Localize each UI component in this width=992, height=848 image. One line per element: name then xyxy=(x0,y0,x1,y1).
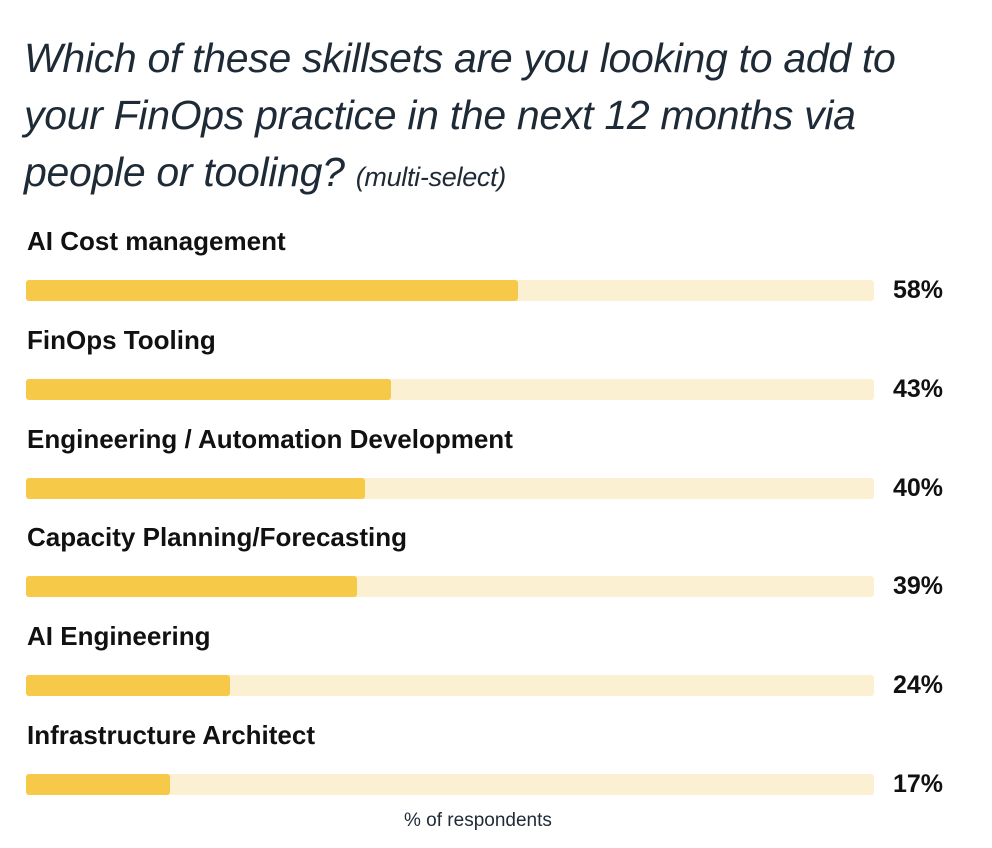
bar-value-label: 17% xyxy=(893,770,944,798)
bar-track xyxy=(26,774,874,795)
bar-value-label: 43% xyxy=(893,374,944,403)
bar xyxy=(26,675,230,697)
bar-track xyxy=(26,378,874,400)
bar-value-label: 40% xyxy=(893,473,944,502)
bar xyxy=(26,477,366,499)
x-axis-label: % of respondents xyxy=(404,810,552,831)
chart-title: Which of these skillsets are you looking… xyxy=(24,30,964,206)
bar-value-label: 58% xyxy=(893,276,944,304)
bar-track xyxy=(26,576,874,598)
bar-value-label: 39% xyxy=(893,572,944,601)
bar-label: FinOps Tooling xyxy=(27,324,216,355)
bar xyxy=(26,378,391,400)
bar-label: Infrastructure Architect xyxy=(27,720,315,750)
chart-subtitle: (multi-select) xyxy=(355,162,507,192)
bar xyxy=(26,576,357,598)
bar xyxy=(26,774,171,795)
bar-track xyxy=(26,280,874,301)
bar-label: Engineering / Automation Development xyxy=(27,423,513,454)
bar-label: Capacity Planning/Forecasting xyxy=(27,522,407,553)
bar-track xyxy=(26,675,874,697)
bar-label: AI Cost management xyxy=(27,226,286,256)
bar-label: AI Engineering xyxy=(27,621,211,652)
bar xyxy=(26,280,518,301)
bar-track xyxy=(26,477,874,499)
bar-value-label: 24% xyxy=(893,671,944,700)
title-text: Which of these skillsets are you looking… xyxy=(24,35,896,195)
